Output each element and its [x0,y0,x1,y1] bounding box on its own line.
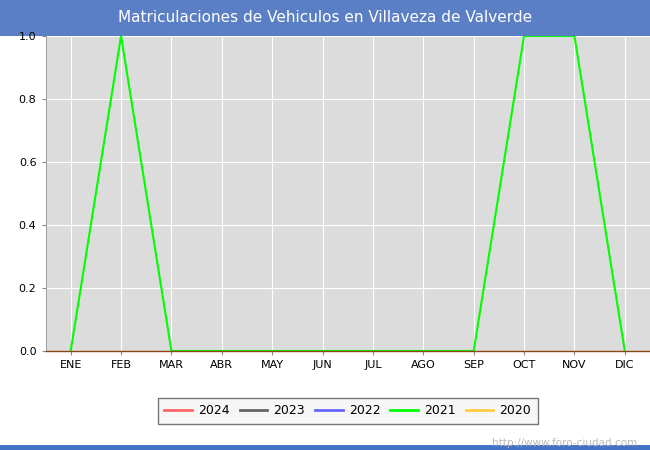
Legend: 2024, 2023, 2022, 2021, 2020: 2024, 2023, 2022, 2021, 2020 [158,398,538,424]
Text: http://www.foro-ciudad.com: http://www.foro-ciudad.com [492,438,637,448]
Text: Matriculaciones de Vehiculos en Villaveza de Valverde: Matriculaciones de Vehiculos en Villavez… [118,10,532,26]
